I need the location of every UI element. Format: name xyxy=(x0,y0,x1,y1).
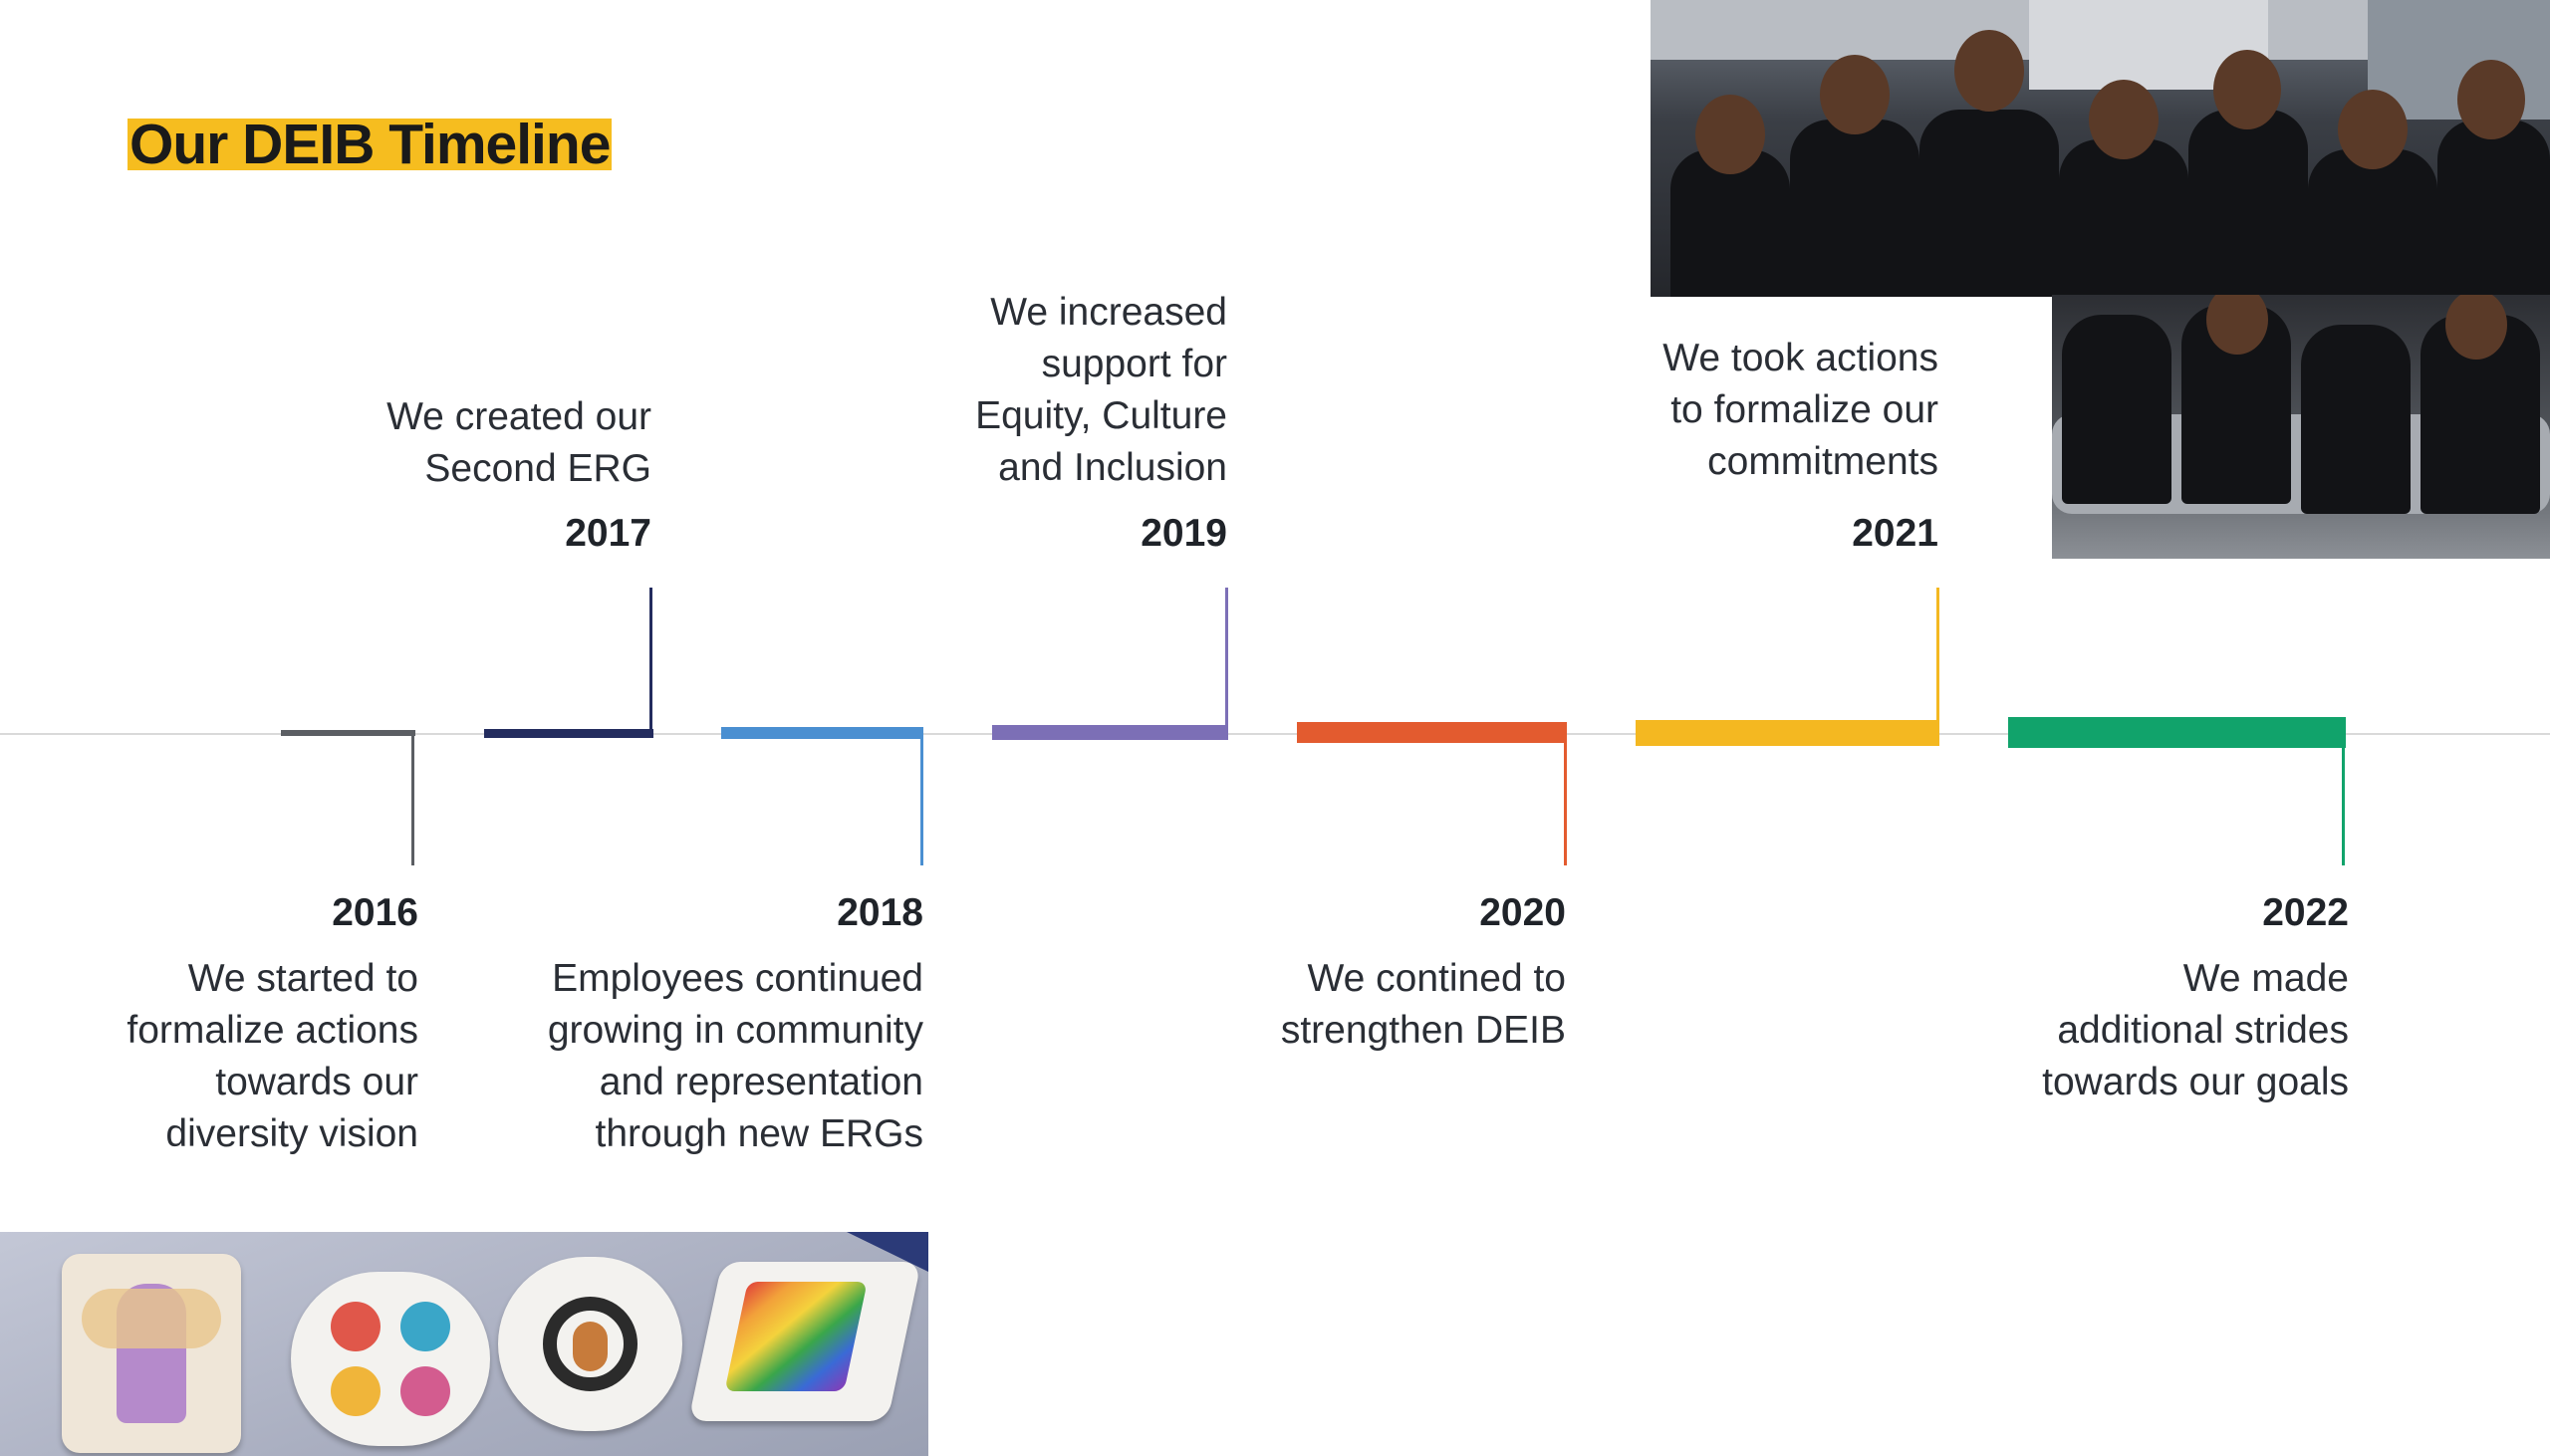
event-text-2016: We started to formalize actions towards … xyxy=(127,957,418,1155)
timeline-axis xyxy=(0,733,2550,735)
sticker-pride-icon xyxy=(687,1262,922,1421)
connector-2018 xyxy=(920,733,923,865)
segment-2018 xyxy=(721,727,923,739)
team-photo-bottom xyxy=(2052,295,2550,559)
year-2022: 2022 xyxy=(2262,891,2349,934)
event-text-2017: We created our Second ERG xyxy=(386,395,651,490)
connector-2017 xyxy=(649,588,652,735)
connector-2022 xyxy=(2342,733,2345,865)
segment-2022 xyxy=(2008,717,2346,748)
event-text-2018: Employees continued growing in community… xyxy=(547,957,923,1155)
segment-2017 xyxy=(484,729,653,738)
year-2018: 2018 xyxy=(837,891,923,934)
sticker-blackworks-icon xyxy=(498,1257,682,1431)
page-title: Our DEIB Timeline xyxy=(128,113,613,176)
event-text-2019: We increased support for Equity, Culture… xyxy=(975,291,1227,489)
year-2016: 2016 xyxy=(332,891,418,934)
year-2021: 2021 xyxy=(1852,512,1938,555)
segment-2019 xyxy=(992,725,1228,740)
year-2019: 2019 xyxy=(1141,512,1227,555)
connector-2021 xyxy=(1936,588,1939,735)
event-text-2021: We took actions to formalize our commitm… xyxy=(1662,337,1938,483)
title-block: Our DEIB Timeline xyxy=(128,113,613,176)
segment-2021 xyxy=(1636,720,1939,746)
sticker-square-icon xyxy=(62,1254,241,1453)
segment-2020 xyxy=(1297,722,1567,743)
year-2020: 2020 xyxy=(1479,891,1566,934)
team-photo-top xyxy=(1651,0,2550,297)
event-text-2020: We contined to strengthen DEIB xyxy=(1280,957,1566,1052)
year-2017: 2017 xyxy=(565,512,651,555)
connector-2019 xyxy=(1225,588,1228,735)
segment-2016 xyxy=(281,730,415,736)
erg-stickers-photo xyxy=(0,1232,928,1456)
sticker-culture-icon xyxy=(291,1272,490,1446)
connector-2020 xyxy=(1564,733,1567,865)
connector-2016 xyxy=(411,733,414,865)
event-text-2022: We made additional strides towards our g… xyxy=(2042,957,2349,1103)
